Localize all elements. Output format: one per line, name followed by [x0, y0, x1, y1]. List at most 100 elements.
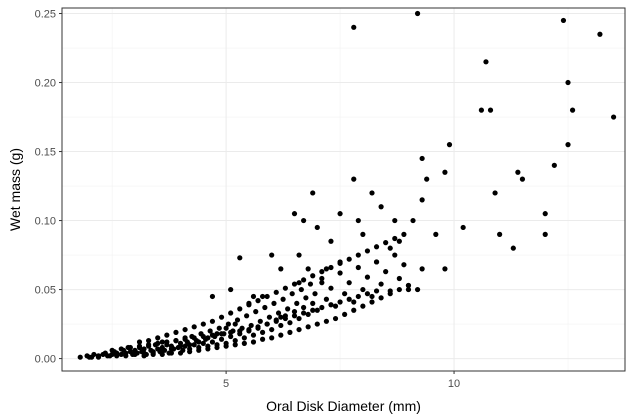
data-point	[159, 339, 165, 345]
data-point	[314, 307, 320, 313]
data-point	[351, 176, 357, 182]
data-point	[405, 282, 412, 289]
data-point	[294, 300, 300, 306]
data-point	[460, 224, 466, 231]
plot-border	[61, 7, 626, 372]
data-point	[223, 343, 229, 349]
data-point	[173, 329, 179, 335]
data-point	[173, 338, 179, 344]
data-point	[597, 31, 603, 37]
data-point	[273, 289, 279, 295]
data-point	[269, 335, 275, 341]
data-point	[86, 354, 92, 360]
data-point	[307, 281, 314, 287]
data-point	[378, 281, 384, 287]
data-point	[328, 302, 334, 308]
data-point	[104, 353, 111, 359]
data-point	[225, 321, 231, 327]
data-point	[237, 306, 243, 312]
data-point	[159, 351, 165, 358]
x-axis-title: Oral Disk Diameter (mm)	[266, 398, 421, 414]
data-point	[301, 304, 307, 311]
data-point	[510, 245, 516, 251]
data-point	[232, 321, 238, 327]
data-point	[296, 315, 302, 322]
data-point	[191, 335, 197, 341]
data-point	[419, 155, 425, 162]
data-point	[337, 260, 343, 266]
data-point	[209, 318, 216, 324]
data-point	[301, 277, 307, 283]
data-point	[378, 204, 384, 210]
data-point	[182, 336, 188, 342]
data-point	[351, 307, 357, 313]
data-point	[182, 343, 188, 349]
data-point	[419, 266, 425, 272]
data-point	[328, 264, 334, 271]
data-point	[168, 350, 175, 356]
data-point	[298, 286, 304, 293]
data-point	[611, 114, 617, 120]
data-point	[369, 299, 375, 305]
data-point	[187, 349, 193, 355]
data-point	[560, 17, 567, 24]
data-point	[296, 326, 302, 333]
data-point	[250, 332, 257, 338]
data-point	[228, 333, 234, 340]
data-point	[287, 329, 293, 335]
data-point	[196, 347, 202, 353]
data-point	[551, 162, 557, 168]
data-point	[319, 275, 325, 282]
data-point	[205, 346, 211, 352]
x-axis-ticks: 5 10	[223, 371, 460, 390]
data-point	[392, 235, 398, 242]
data-point	[515, 169, 521, 175]
data-point	[218, 314, 225, 320]
data-point	[323, 296, 330, 302]
data-point	[200, 321, 206, 327]
data-point	[278, 332, 284, 338]
data-point	[273, 318, 279, 324]
data-point	[314, 321, 320, 327]
data-point	[209, 332, 216, 338]
data-point	[301, 217, 307, 224]
data-point	[291, 309, 298, 315]
data-point	[118, 346, 124, 352]
data-point	[250, 339, 257, 345]
data-point	[91, 351, 97, 358]
data-point	[123, 353, 129, 359]
data-point	[269, 326, 275, 333]
data-point	[342, 291, 348, 297]
data-point	[310, 190, 316, 196]
x-tick-label: 10	[448, 378, 460, 390]
data-point	[291, 313, 298, 319]
data-point	[392, 252, 398, 258]
data-point	[373, 288, 380, 294]
data-point	[519, 176, 526, 182]
data-point	[278, 322, 284, 329]
data-point	[164, 339, 170, 345]
data-point	[241, 335, 247, 341]
data-point	[346, 280, 352, 286]
data-point	[155, 340, 161, 346]
data-point	[487, 107, 494, 113]
data-point	[332, 303, 339, 309]
data-point	[234, 317, 241, 323]
data-point	[248, 322, 254, 329]
data-point	[378, 295, 384, 301]
data-point	[301, 310, 307, 316]
data-point	[383, 240, 389, 246]
data-point	[383, 269, 389, 275]
y-tick-label: 0.05	[35, 285, 56, 297]
data-point	[396, 238, 402, 244]
data-point	[244, 313, 250, 319]
y-tick-label: 0.25	[35, 9, 56, 21]
data-point	[209, 339, 216, 345]
data-point	[296, 280, 302, 286]
data-point	[355, 293, 361, 300]
data-point	[259, 329, 266, 335]
y-tick-label: 0.15	[35, 147, 56, 159]
data-point	[280, 296, 286, 302]
data-point	[241, 340, 247, 346]
